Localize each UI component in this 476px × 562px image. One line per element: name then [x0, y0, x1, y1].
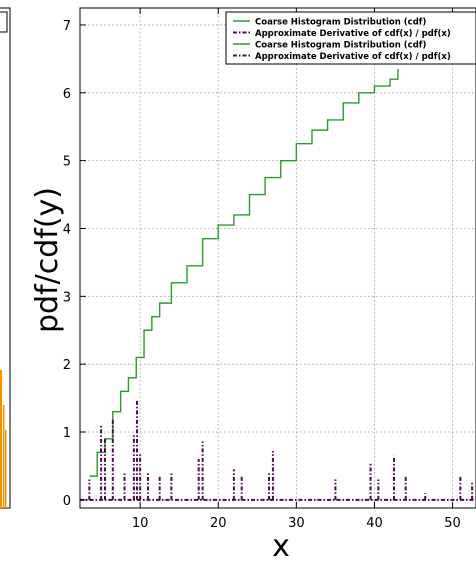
neighbor-plot-frame: [0, 7, 11, 509]
grid: [80, 8, 476, 508]
x-tick-label: 10: [132, 516, 149, 531]
legend-label: Approximate Derivative of cdf(x) / pdf(x…: [255, 29, 451, 39]
neighbor-bar: [3, 405, 5, 508]
y-tick-label: 3: [63, 290, 71, 305]
y-tick-label: 7: [63, 19, 71, 34]
cdf-step-line: [89, 69, 399, 477]
y-tick-label: 5: [63, 155, 71, 170]
y-axis-title: pdf/cdf(y): [30, 187, 65, 333]
plot-background: [80, 8, 476, 508]
legend-label: Approximate Derivative of cdf(x) / pdf(x…: [255, 52, 451, 62]
tick-layer: 10 20 30 40 50 0 1 2 3 4 5 6 7: [63, 8, 461, 531]
neighbor-bar: [0, 370, 2, 508]
y-tick-label: 1: [63, 426, 71, 441]
x-tick-label: 40: [366, 516, 383, 531]
x-tick-label: 20: [210, 516, 227, 531]
neighbor-legend-box: [0, 11, 8, 33]
legend: Coarse Histogram Distribution (cdf)Appro…: [225, 11, 476, 65]
x-tick-label: 50: [444, 516, 461, 531]
neighbor-bar: [5, 430, 7, 508]
plot-frame: [79, 7, 476, 509]
series-layer: [80, 69, 476, 501]
legend-label: Coarse Histogram Distribution (cdf): [255, 40, 426, 50]
legend-box: [225, 11, 476, 65]
neighbor-plot-fragment: [0, 7, 11, 509]
x-tick-label: 30: [288, 516, 305, 531]
y-tick-label: 6: [63, 87, 71, 102]
y-tick-label: 2: [63, 358, 71, 373]
y-tick-label: 4: [63, 222, 71, 237]
legend-label: Coarse Histogram Distribution (cdf): [255, 17, 426, 27]
y-tick-label: 0: [63, 494, 71, 509]
plot-area: [80, 8, 476, 508]
x-axis-title: x: [272, 529, 290, 562]
